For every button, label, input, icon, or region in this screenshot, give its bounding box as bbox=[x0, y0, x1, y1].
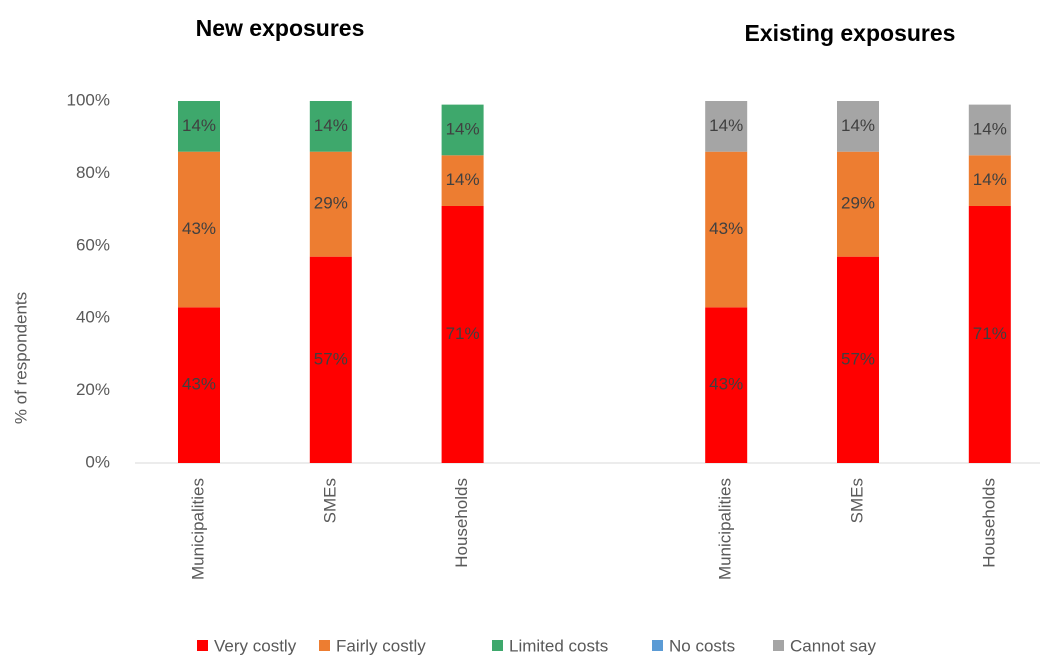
bar-segment bbox=[441, 104, 484, 156]
legend-swatch bbox=[773, 640, 784, 651]
bar-segment bbox=[837, 101, 879, 152]
bar-segment bbox=[309, 256, 352, 463]
group-title: New exposures bbox=[196, 15, 365, 41]
x-tick-label: Households bbox=[979, 478, 998, 568]
value-label: 43% bbox=[182, 375, 216, 394]
y-tick-label: 40% bbox=[76, 308, 110, 327]
value-label: 43% bbox=[709, 375, 743, 394]
value-label: 43% bbox=[709, 219, 743, 238]
value-label: 14% bbox=[973, 119, 1007, 138]
value-label: 57% bbox=[314, 349, 348, 368]
y-tick-label: 100% bbox=[67, 90, 110, 109]
value-label: 14% bbox=[841, 116, 875, 135]
value-label: 14% bbox=[446, 119, 480, 138]
value-label: 14% bbox=[709, 116, 743, 135]
bar-segment bbox=[968, 155, 1011, 206]
bar-segment bbox=[441, 205, 484, 464]
legend-label: No costs bbox=[669, 636, 735, 655]
legend-swatch bbox=[492, 640, 503, 651]
value-label: 29% bbox=[841, 194, 875, 213]
y-tick-label: 60% bbox=[76, 235, 110, 254]
value-label: 71% bbox=[446, 324, 480, 343]
bar-segment bbox=[968, 104, 1011, 156]
value-label: 71% bbox=[973, 324, 1007, 343]
bar-segment bbox=[178, 307, 220, 463]
y-tick-label: 20% bbox=[76, 380, 110, 399]
group-title: Existing exposures bbox=[745, 20, 956, 46]
legend-label: Very costly bbox=[214, 636, 297, 655]
x-tick-label: Municipalities bbox=[188, 478, 207, 580]
bar-segment bbox=[178, 101, 220, 152]
bar-segment bbox=[705, 101, 748, 152]
bar-segment bbox=[705, 307, 748, 463]
x-tick-label: Households bbox=[452, 478, 471, 568]
value-label: 29% bbox=[314, 194, 348, 213]
x-tick-label: SMEs bbox=[320, 478, 339, 523]
legend-swatch bbox=[197, 640, 208, 651]
y-tick-label: 80% bbox=[76, 163, 110, 182]
bar-segment bbox=[309, 151, 352, 257]
bar-segment bbox=[968, 205, 1011, 464]
legend-swatch bbox=[652, 640, 663, 651]
value-label: 14% bbox=[973, 170, 1007, 189]
bar-segment bbox=[837, 256, 879, 463]
legend-label: Cannot say bbox=[790, 636, 876, 655]
bar-segment bbox=[178, 151, 220, 308]
y-tick-label: 0% bbox=[85, 452, 110, 471]
bar-segment bbox=[705, 151, 748, 308]
value-label: 14% bbox=[314, 116, 348, 135]
value-label: 14% bbox=[182, 116, 216, 135]
x-tick-label: Municipalities bbox=[716, 478, 735, 580]
value-label: 14% bbox=[446, 170, 480, 189]
bar-segment bbox=[441, 155, 484, 206]
value-label: 43% bbox=[182, 219, 216, 238]
x-tick-label: SMEs bbox=[847, 478, 866, 523]
bar-segment bbox=[309, 101, 352, 152]
bar-segment bbox=[837, 151, 879, 257]
legend-swatch bbox=[319, 640, 330, 651]
value-label: 57% bbox=[841, 349, 875, 368]
legend-label: Fairly costly bbox=[336, 636, 426, 655]
legend-label: Limited costs bbox=[509, 636, 608, 655]
y-axis-label: % of respondents bbox=[11, 292, 30, 424]
